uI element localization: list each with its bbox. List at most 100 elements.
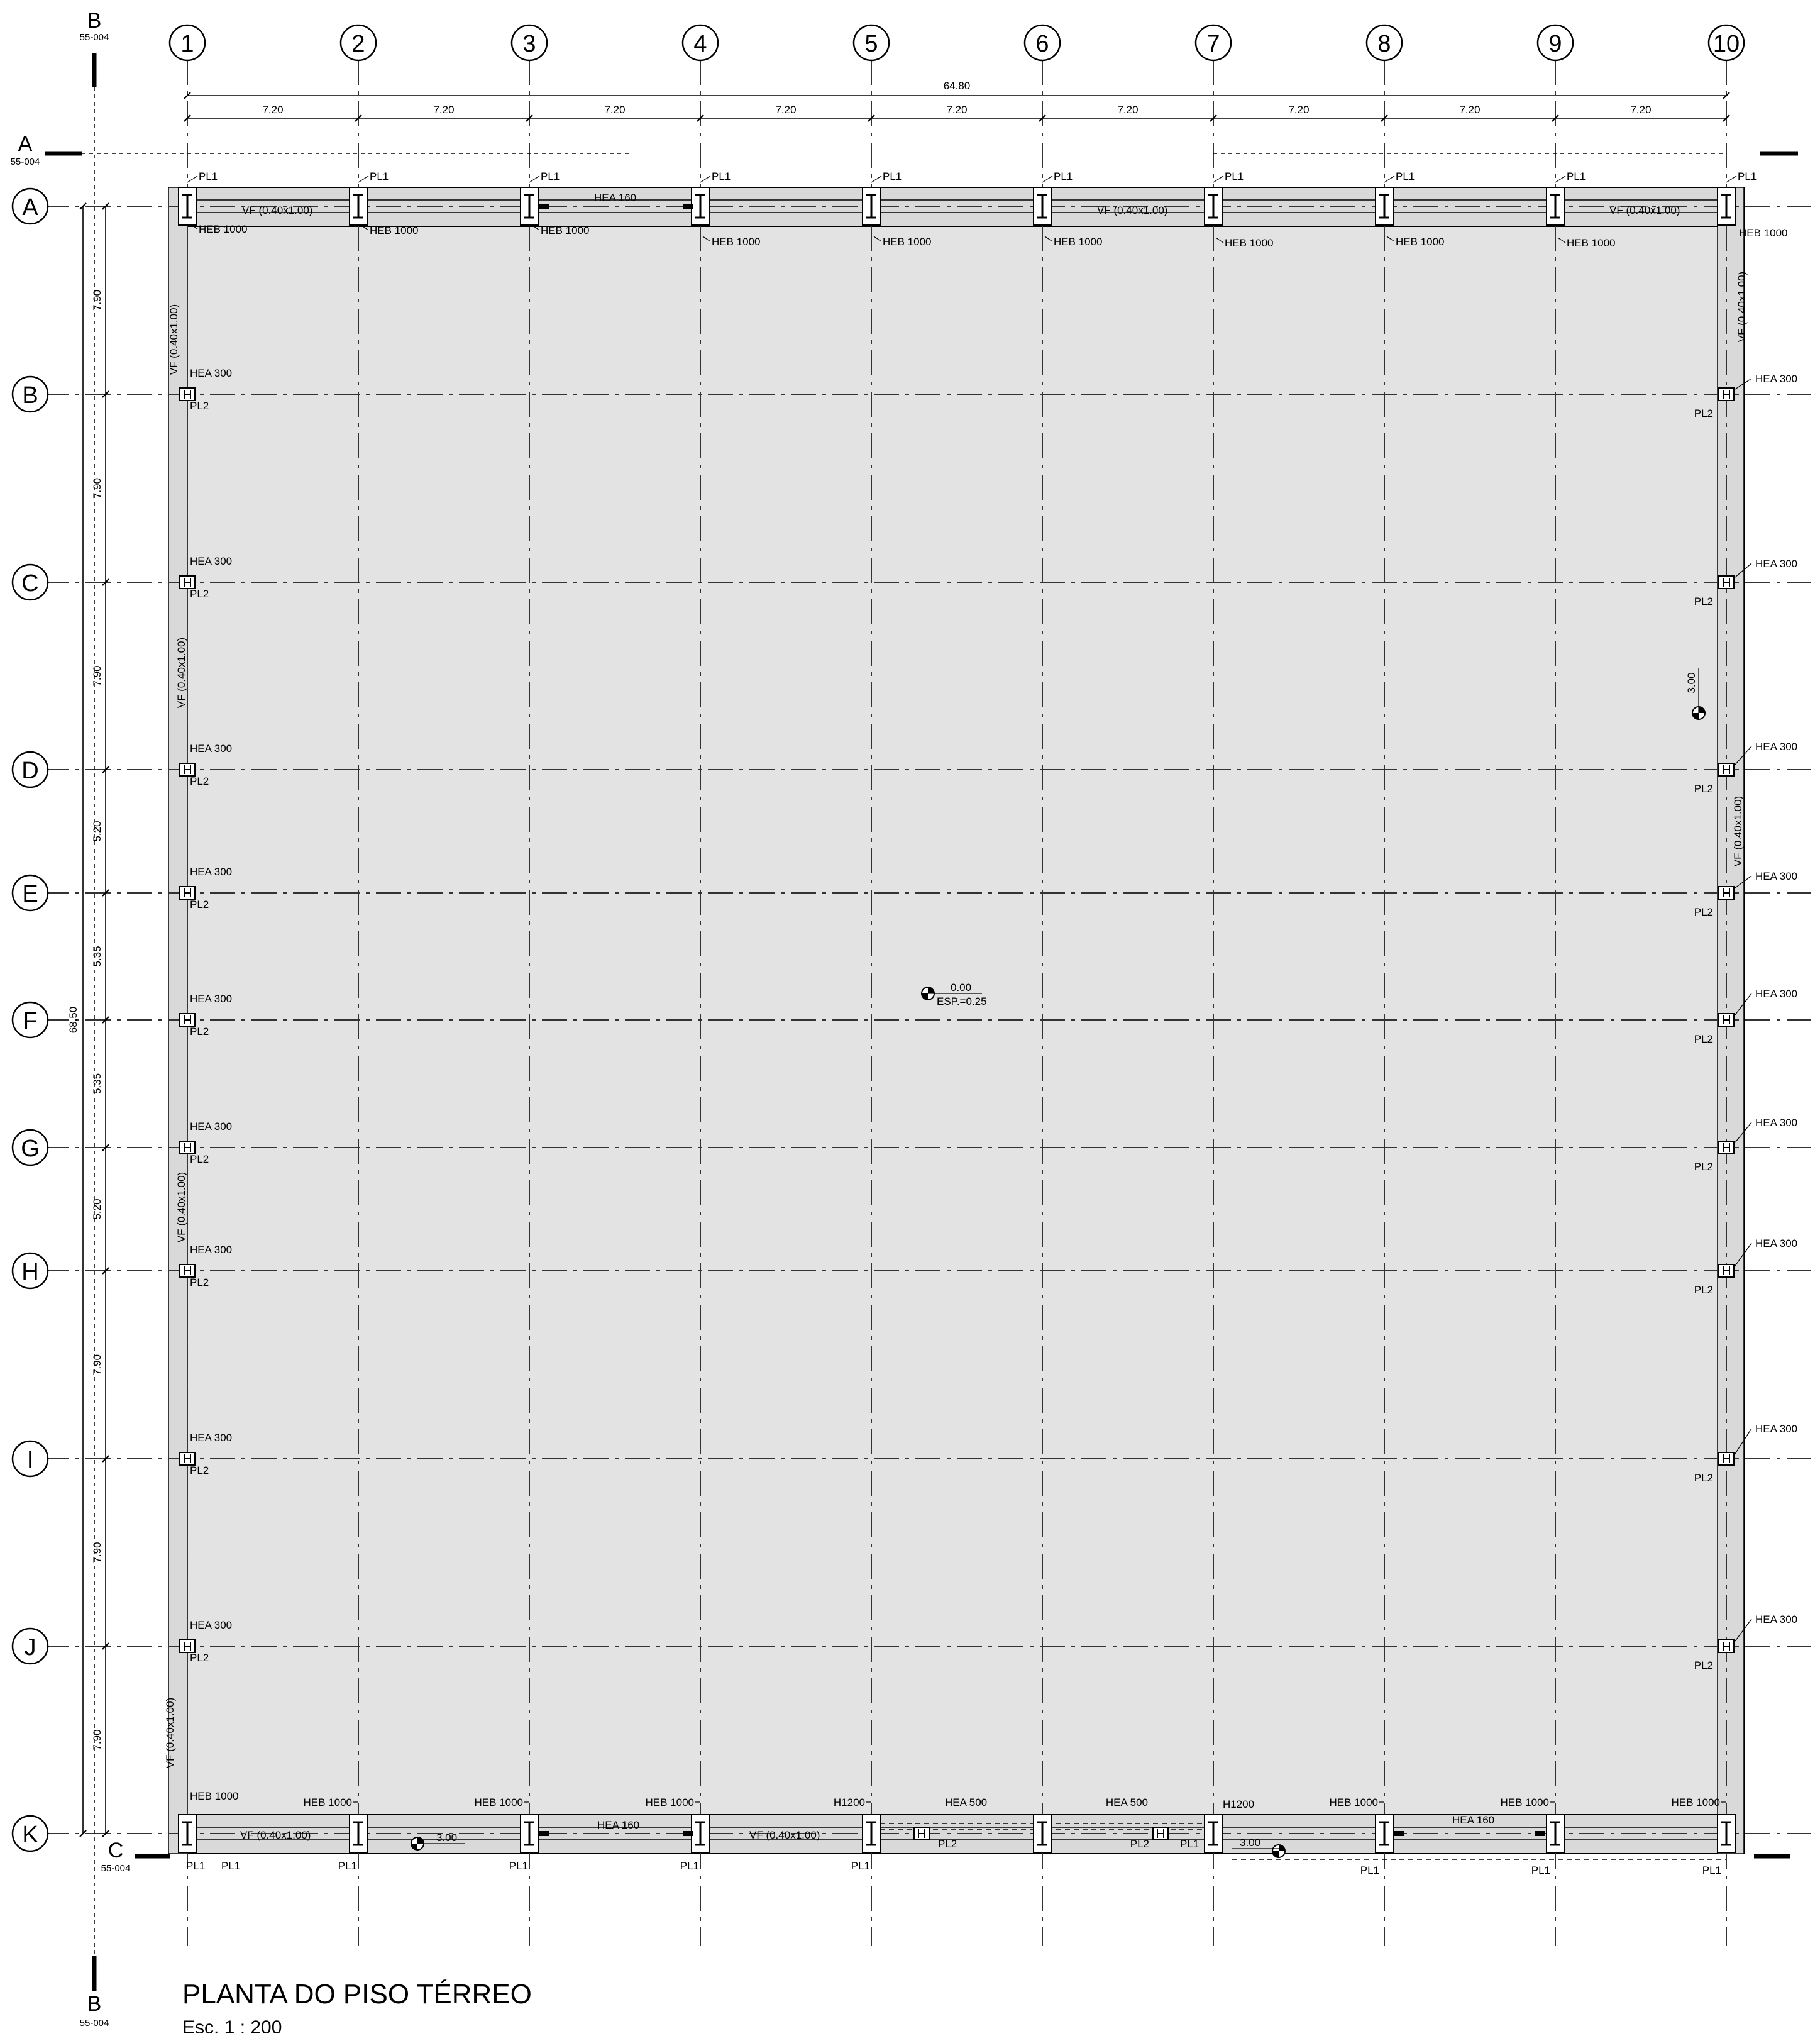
section-letter: B (87, 9, 102, 33)
column-A2 (349, 187, 368, 226)
dimension-chains-layer: 64.80 7.20 7.20 7.20 7.20 7.20 7.20 7.20 7.20 7.2… (67, 80, 1730, 1837)
grid-bubble-col-9: 9 (1536, 24, 1574, 62)
grid-bubble-label: 10 (1713, 31, 1740, 57)
dimension-tick (526, 114, 533, 122)
column-C1 (179, 575, 196, 589)
grid-bubble-label: D (21, 758, 38, 784)
label-pl2: PL2 (1694, 595, 1713, 607)
grid-bubble-circle (1707, 24, 1745, 62)
label-leader (1555, 175, 1566, 183)
label-hea300: HEA 300 (190, 866, 232, 878)
bay-width-value: 7.20 (262, 104, 283, 116)
bay-width-value: 7.20 (433, 104, 454, 116)
level-thickness: ESP.=0.25 (937, 995, 987, 1007)
level-symbol-fill (1699, 707, 1705, 713)
brace-connection-mark (539, 204, 549, 209)
column-K7 (1204, 1814, 1223, 1853)
column-E10 (1718, 886, 1735, 900)
column-hea500-east (1152, 1827, 1169, 1840)
label-pl2: PL2 (190, 588, 209, 600)
column-B1 (179, 387, 196, 401)
column-A6 (1033, 187, 1052, 226)
label-heb1000: HEB 1000 (1501, 1796, 1550, 1808)
label-pl1: PL1 (221, 1860, 240, 1872)
column-G1 (179, 1141, 196, 1154)
column-H10 (1718, 1264, 1735, 1278)
label-hea300: HEA 300 (1755, 1423, 1797, 1435)
column-A3 (520, 187, 539, 226)
grid-bubble-circle (510, 24, 548, 62)
label-pl2: PL2 (190, 1464, 209, 1476)
dimension-tick (102, 578, 109, 586)
grid-bubble-col-8: 8 (1365, 24, 1403, 62)
label-pl1: PL1 (1531, 1864, 1550, 1876)
label-pl1: PL1 (186, 1860, 205, 1872)
section-reference: 55-004 (80, 32, 109, 43)
column-D1 (179, 763, 196, 777)
level-marker-center: 0.00 ESP.=0.25 (921, 982, 987, 1007)
label-heb1000: HEB 1000 (370, 224, 419, 236)
level-marker-south-west: 3.00 (411, 1832, 465, 1851)
grid-bubble-col-4: 4 (681, 24, 719, 62)
grid-bubble-circle (11, 1252, 49, 1290)
label-heb1000: HEB 1000 (199, 223, 248, 235)
section-letter: C (108, 1839, 124, 1862)
label-pl2: PL2 (190, 775, 209, 787)
column-K2 (349, 1814, 368, 1853)
grid-bubble-label: H (21, 1259, 38, 1285)
label-pl2: PL2 (1694, 1472, 1713, 1484)
label-pl1: PL1 (1180, 1838, 1199, 1850)
label-hea300: HEA 300 (190, 367, 232, 379)
label-heb1000: HEB 1000 (1672, 1796, 1721, 1808)
label-pl1: PL1 (1567, 170, 1586, 182)
section-reference: 55-004 (101, 1863, 131, 1874)
brace-connection-mark (539, 1831, 549, 1836)
column-F1 (179, 1013, 196, 1027)
label-leader (360, 224, 369, 231)
label-pl2: PL2 (938, 1838, 957, 1850)
grid-bubble-circle (11, 375, 49, 413)
label-hea300: HEA 300 (1755, 1237, 1797, 1249)
level-symbol-fill (411, 1844, 417, 1850)
label-vf: VF (0.40x1.00) (175, 1172, 187, 1242)
grid-bubble-circle (11, 1001, 49, 1039)
dimension-tick (102, 390, 109, 398)
label-heb1000: HEB 1000 (541, 224, 590, 236)
label-vf: VF (0.40x1.00) (1097, 204, 1167, 216)
dimension-tick (102, 1016, 109, 1024)
label-pl2: PL2 (190, 1652, 209, 1664)
element-labels-layer: PL1 PL1 PL1 PL1 PL1 PL1 PL1 PL1 PL1 PL1 HEB 1000 HE… (164, 170, 1797, 1876)
columns-layer (178, 187, 1736, 1853)
column-K9 (1546, 1814, 1565, 1853)
level-symbol-fill (1692, 713, 1699, 719)
column-A1 (178, 187, 197, 226)
label-hea500: HEA 500 (1106, 1796, 1148, 1808)
label-hea300: HEA 300 (190, 993, 232, 1005)
label-vf: VF (0.40x1.00) (168, 304, 180, 375)
label-leader (189, 223, 198, 230)
bay-height-value: 7.90 (91, 1354, 103, 1375)
label-leader (1735, 1428, 1752, 1454)
bay-width-value: 7.20 (946, 104, 967, 116)
level-symbol-fill (1272, 1851, 1279, 1857)
grid-bubble-col-7: 7 (1194, 24, 1232, 62)
grid-bubble-row-D: D (11, 751, 49, 788)
column-A7 (1204, 187, 1223, 226)
label-vf: VF (0.40x1.00) (240, 1829, 311, 1841)
dimension-tick (1723, 92, 1730, 99)
dimension-tick (355, 114, 362, 122)
bay-height-value: 5.20 (91, 821, 103, 841)
label-pl1: PL1 (199, 170, 218, 182)
grid-bubble-col-5: 5 (852, 24, 890, 62)
section-letter: B (87, 1992, 102, 2016)
label-pl2: PL2 (1694, 407, 1713, 419)
bay-height-value: 5.35 (91, 946, 103, 966)
grid-bubble-label: A (22, 194, 38, 221)
column-C10 (1718, 575, 1735, 589)
label-heb1000: HEB 1000 (1567, 237, 1616, 249)
section-reference: 55-004 (80, 2018, 109, 2028)
section-marker-A: A55-004 (11, 132, 40, 167)
section-marker-C: C55-004 (101, 1839, 131, 1874)
dimension-tick (1723, 114, 1730, 122)
